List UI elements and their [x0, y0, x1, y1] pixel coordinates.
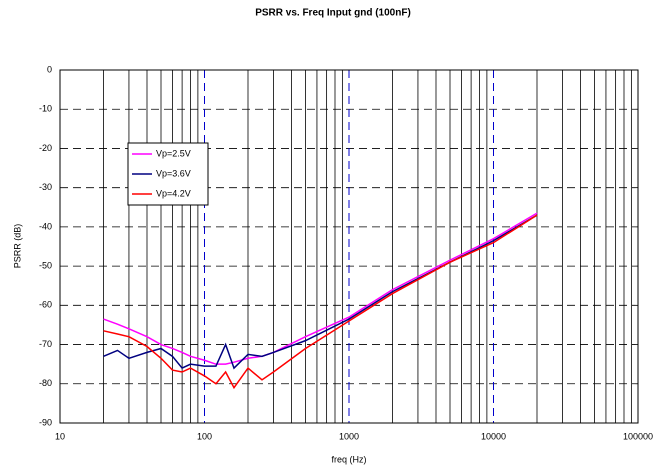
x-tick-label: 10 [55, 431, 65, 441]
chart-title: PSRR vs. Freq Input gnd (100nF) [255, 8, 411, 19]
x-axis-label: freq (Hz) [331, 454, 366, 464]
x-tick-label: 100000 [623, 431, 653, 441]
y-tick-label: -80 [39, 378, 52, 388]
y-tick-label: -40 [39, 221, 52, 231]
legend-label: Vp=4.2V [156, 188, 191, 198]
y-tick-label: -20 [39, 143, 52, 153]
plot-frame [59, 69, 639, 424]
series-line [103, 214, 538, 390]
y-tick-label: -90 [39, 417, 52, 427]
y-tick-label: -70 [39, 339, 52, 349]
y-tick-label: -10 [39, 104, 52, 114]
legend-label: Vp=3.6V [156, 168, 191, 178]
y-tick-label: -60 [39, 300, 52, 310]
series-line [103, 212, 538, 365]
y-tick-label: 0 [47, 64, 52, 74]
y-axis-label: PSRR (dB) [12, 224, 22, 269]
y-tick-label: -50 [39, 260, 52, 270]
x-tick-label: 1000 [339, 431, 359, 441]
x-tick-label: 100 [197, 431, 212, 441]
y-tick-label: -30 [39, 182, 52, 192]
legend-label: Vp=2.5V [156, 148, 191, 158]
series-line [103, 214, 538, 370]
x-tick-label: 10000 [481, 431, 506, 441]
